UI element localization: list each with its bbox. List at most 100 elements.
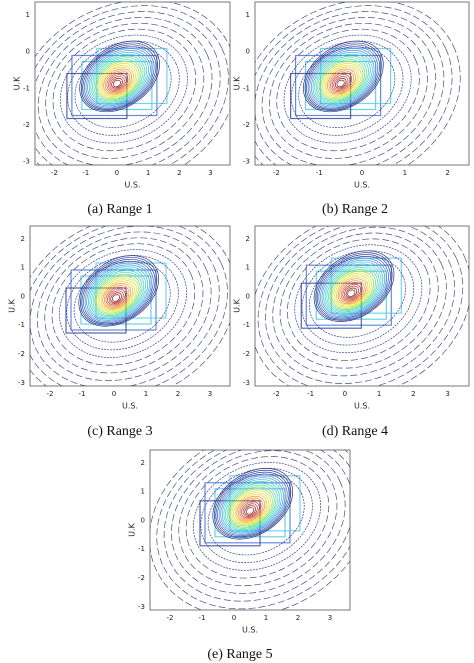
contour <box>244 505 256 516</box>
contour <box>79 40 160 113</box>
contour <box>230 488 273 527</box>
contour <box>239 499 262 520</box>
x-axis-label: U.S. <box>354 181 370 190</box>
contour <box>320 257 387 318</box>
contour <box>241 501 260 519</box>
y-tick-label: -1 <box>243 84 250 92</box>
contour <box>234 494 268 523</box>
x-axis-label: U.S. <box>354 402 370 411</box>
contour-outer <box>294 244 423 354</box>
contour-outer <box>255 11 445 165</box>
y-tick-label: 1 <box>246 11 250 19</box>
contour <box>245 507 255 515</box>
contour <box>95 59 142 101</box>
contour <box>328 267 378 312</box>
contour <box>331 74 351 91</box>
y-axis-label: U.K <box>233 298 242 312</box>
contour-outer <box>59 249 187 358</box>
contour <box>309 48 377 108</box>
contour-outer <box>30 226 228 386</box>
contour <box>332 272 373 308</box>
x-axis-label: U.S. <box>122 402 138 411</box>
caption: (d) Range 4 <box>322 424 388 439</box>
x-axis-label: U.S. <box>242 626 258 635</box>
contour-outer <box>37 17 213 165</box>
x-tick-label: 3 <box>208 169 212 177</box>
contour <box>103 284 130 308</box>
y-axis-label: U.K <box>13 76 22 90</box>
caption: (c) Range 3 <box>87 424 152 439</box>
contour-outer <box>291 40 404 136</box>
contour-outer <box>73 260 171 343</box>
x-tick-label: 1 <box>144 390 148 398</box>
contour <box>307 46 379 109</box>
contour <box>102 283 132 309</box>
contour <box>218 475 286 535</box>
caption: (b) Range 2 <box>322 202 388 217</box>
x-tick-label: 1 <box>146 169 150 177</box>
x-tick-label: 2 <box>176 390 180 398</box>
contour <box>225 482 279 530</box>
contour <box>231 490 271 526</box>
x-tick-label: 0 <box>115 169 119 177</box>
x-tick-label: 2 <box>445 169 449 177</box>
y-tick-label: 1 <box>26 11 30 19</box>
plot-area <box>29 225 231 387</box>
contour <box>106 72 129 92</box>
contour <box>228 486 275 528</box>
contour <box>347 289 356 297</box>
contour <box>315 252 393 321</box>
contour <box>92 271 143 316</box>
contour <box>322 63 362 98</box>
contour <box>86 264 150 321</box>
contour <box>337 278 367 305</box>
contour <box>101 66 134 96</box>
y-tick-label: -2 <box>243 350 250 358</box>
contour <box>104 70 131 94</box>
contour <box>89 268 147 319</box>
contour <box>342 283 361 301</box>
contour <box>236 495 266 522</box>
y-tick-label: -3 <box>18 379 25 387</box>
x-tick-label: -2 <box>273 390 280 398</box>
contour <box>223 481 281 532</box>
contour-outer <box>74 46 172 129</box>
panel: -2 -1 0 1 2 3 2 1 0 -1 -2 -3 U.S. U.K (d) Range 4 <box>233 225 470 439</box>
contour-outer <box>37 231 212 381</box>
contour-outer <box>35 11 221 165</box>
y-tick-label: 1 <box>141 488 145 496</box>
contour <box>105 286 128 307</box>
contour <box>233 492 269 525</box>
x-tick-label: 3 <box>328 614 332 622</box>
x-tick-label: 2 <box>296 614 300 622</box>
contour <box>84 46 155 109</box>
y-tick-label: -3 <box>243 379 250 387</box>
contour <box>313 250 395 322</box>
contour <box>108 290 124 305</box>
contour-outer <box>44 237 204 374</box>
y-tick-label: -1 <box>18 321 25 329</box>
x-tick-label: -1 <box>79 390 86 398</box>
contour <box>83 260 154 324</box>
contour-outer <box>200 467 313 563</box>
x-tick-label: 1 <box>403 169 407 177</box>
contour <box>242 503 258 517</box>
contour <box>237 497 264 521</box>
contour <box>328 70 354 94</box>
y-tick-label: -3 <box>243 158 250 166</box>
y-tick-label: 0 <box>21 292 25 300</box>
contour-outer <box>193 462 321 571</box>
contours <box>255 226 469 386</box>
caption: (a) Range 1 <box>87 202 152 217</box>
contour <box>80 257 158 326</box>
contour <box>109 76 125 90</box>
contour-outer <box>301 250 415 346</box>
y-tick-label: 0 <box>246 48 250 56</box>
x-tick-label: -1 <box>307 390 314 398</box>
contour <box>336 79 345 88</box>
y-tick-label: -2 <box>243 121 250 129</box>
contour-outer <box>272 226 447 377</box>
y-tick-label: 2 <box>246 235 250 243</box>
panel: -2 -1 0 1 2 3 2 1 0 -1 -2 -3 U.S. U.K (e) Range 5 <box>128 449 351 662</box>
